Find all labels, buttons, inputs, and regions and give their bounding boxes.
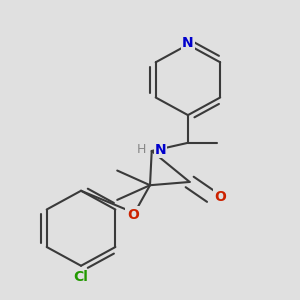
Text: O: O [127,208,139,222]
Text: O: O [214,190,226,204]
Text: N: N [154,143,166,157]
Text: Cl: Cl [74,270,88,284]
Text: H: H [137,143,147,157]
Text: N: N [182,36,194,50]
